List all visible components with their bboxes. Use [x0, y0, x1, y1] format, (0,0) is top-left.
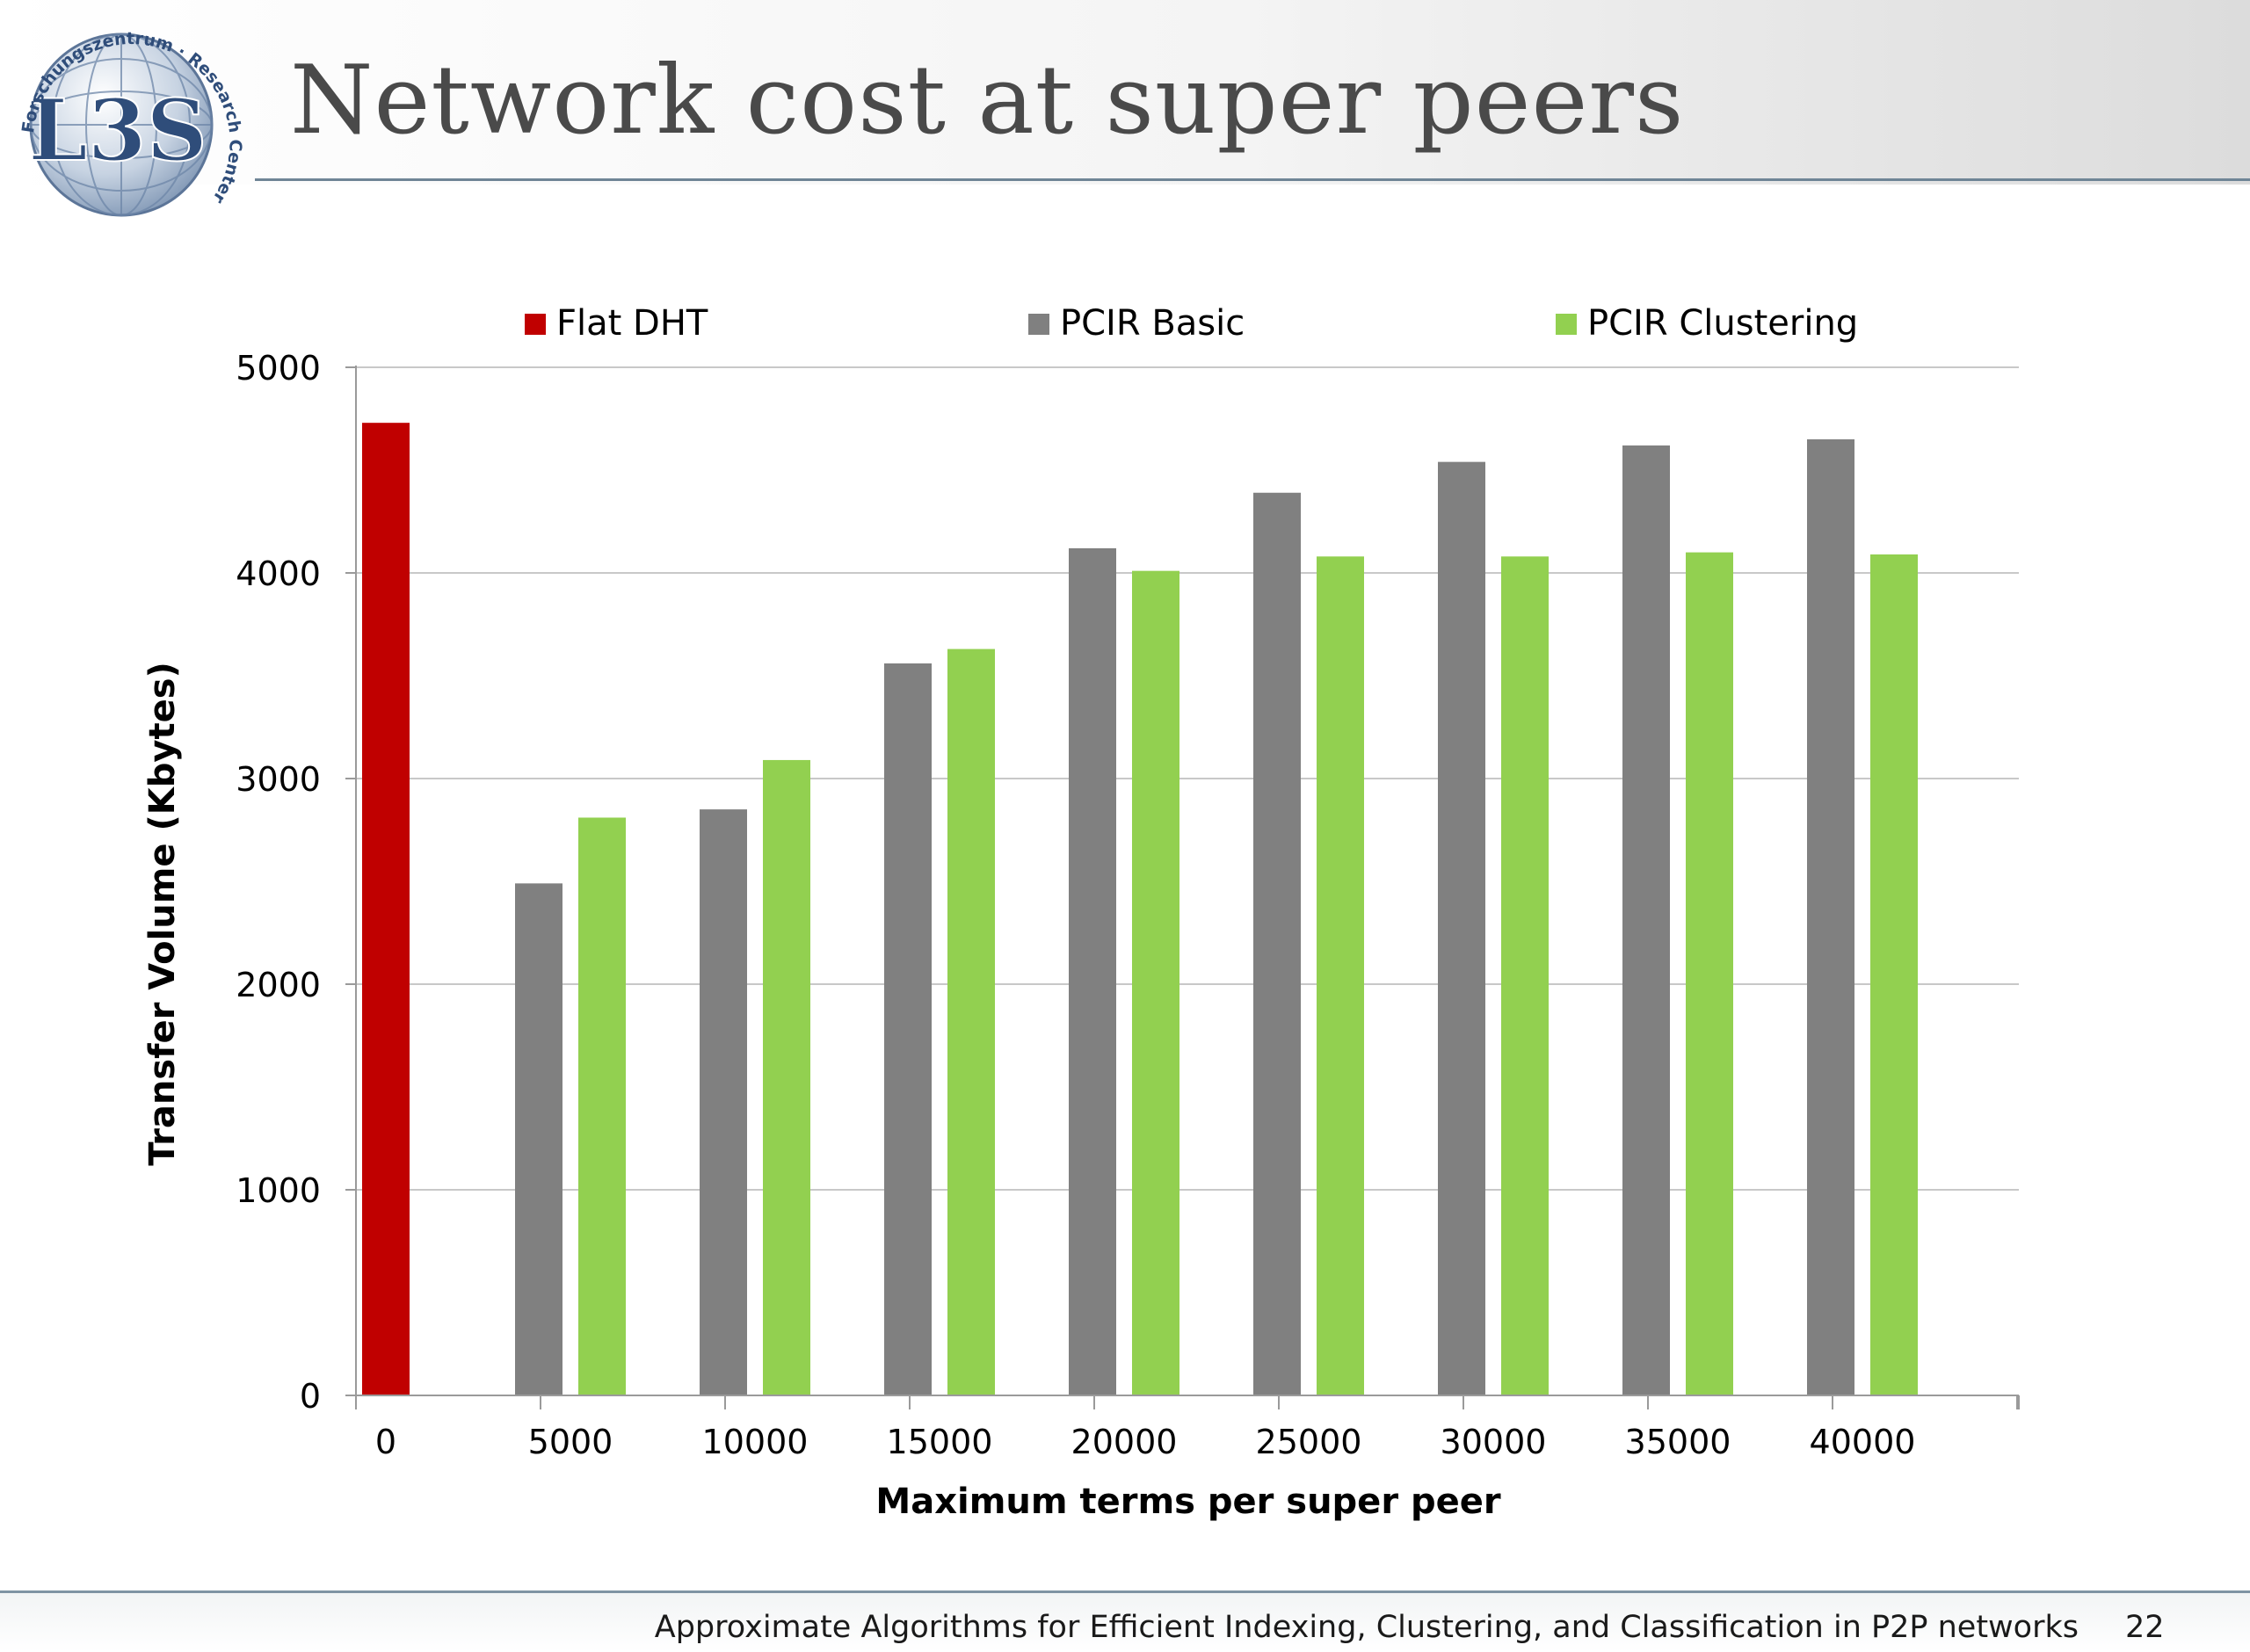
x-tick-label: 35000 [1625, 1423, 1731, 1461]
y-tick-label: 3000 [236, 760, 321, 799]
bar-pcir-basic-40000 [1807, 438, 1854, 1395]
y-tick-label: 0 [300, 1377, 321, 1416]
legend-label: PCIR Basic [1060, 303, 1245, 344]
legend-label: Flat DHT [556, 303, 708, 344]
x-tick-label: 25000 [1256, 1423, 1362, 1461]
legend-swatch [1556, 314, 1577, 335]
x-tick-label: 0 [375, 1423, 396, 1461]
bar-pcir-basic-15000 [884, 663, 932, 1395]
bar-pcir-basic-25000 [1253, 492, 1301, 1395]
slide-header [0, 0, 2250, 185]
slide-title: Network cost at super peers [290, 46, 1685, 156]
x-tick-label: 5000 [528, 1423, 613, 1461]
header-divider [255, 178, 2250, 181]
y-tick-label: 4000 [236, 554, 321, 593]
bar-flat-dht-0 [362, 423, 410, 1396]
x-tick-label: 15000 [887, 1423, 993, 1461]
bar-pcir-clustering-30000 [1501, 556, 1549, 1395]
bar-pcir-clustering-35000 [1686, 552, 1733, 1395]
x-axis-title: Maximum terms per super peer [875, 1482, 1500, 1522]
bar-pcir-basic-5000 [515, 883, 562, 1395]
bar-pcir-basic-30000 [1438, 461, 1485, 1395]
page-number: 22 [2125, 1610, 2165, 1645]
legend-swatch [525, 314, 546, 335]
footer-caption: Approximate Algorithms for Efficient Ind… [654, 1610, 2079, 1645]
y-tick-label: 2000 [236, 966, 321, 1004]
y-axis-title: Transfer Volume (Kbytes) [142, 662, 183, 1166]
x-tick-label: 40000 [1810, 1423, 1916, 1461]
bar-pcir-clustering-25000 [1317, 556, 1364, 1395]
logo-mark: L3S [28, 81, 207, 180]
x-tick-label: 10000 [702, 1423, 809, 1461]
x-tick-label: 20000 [1071, 1423, 1178, 1461]
x-tick-label: 30000 [1441, 1423, 1547, 1461]
bar-pcir-clustering-5000 [578, 817, 626, 1395]
footer-band [0, 1593, 2250, 1652]
y-tick-label: 1000 [236, 1171, 321, 1210]
bar-pcir-clustering-40000 [1870, 554, 1918, 1395]
l3s-logo: L3S Forschungszentrum · Research Center [18, 29, 245, 217]
bar-pcir-clustering-20000 [1132, 570, 1179, 1395]
legend-label: PCIR Clustering [1587, 303, 1858, 344]
legend-swatch [1028, 314, 1049, 335]
bar-pcir-clustering-15000 [947, 648, 995, 1395]
footer-divider [0, 1590, 2250, 1593]
bar-pcir-basic-20000 [1069, 547, 1116, 1395]
y-tick-label: 5000 [236, 349, 321, 388]
bar-pcir-basic-10000 [700, 809, 747, 1395]
bar-pcir-clustering-10000 [763, 759, 810, 1395]
bar-pcir-basic-35000 [1622, 445, 1670, 1395]
